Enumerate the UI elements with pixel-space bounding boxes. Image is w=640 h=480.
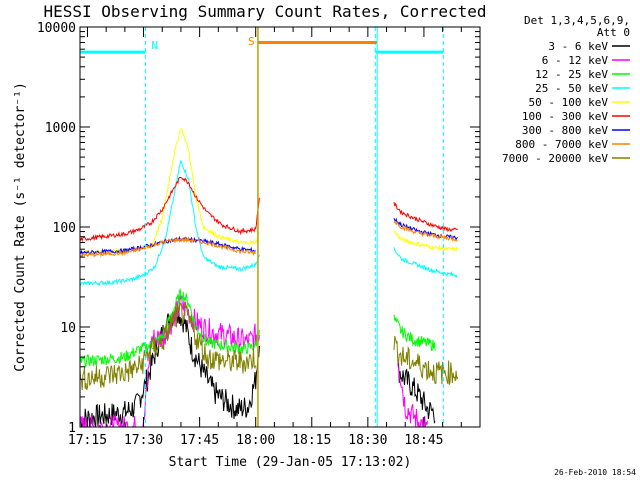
legend-entry-label: 12 - 25 keV xyxy=(535,68,608,81)
saa-label: S xyxy=(248,35,255,48)
axes-layer: 1 10 100 1000 10000 17:15 17:30 17:45 18:00 18:15… xyxy=(37,21,480,448)
y-tick-label: 1 xyxy=(68,421,76,436)
series-line-50-100-kev-segment-2 xyxy=(393,230,459,252)
x-tick-label: 17:15 xyxy=(68,433,107,448)
series-layer xyxy=(79,128,459,429)
series-line-800-7000-kev-segment-2 xyxy=(393,220,458,242)
y-tick-label: 100 xyxy=(53,221,76,236)
series-line-800-7000-kev xyxy=(79,236,257,259)
series-line-25-50-kev-segment-2 xyxy=(393,247,458,278)
legend-entry-label: 25 - 50 keV xyxy=(535,82,608,95)
series-line-100-300-kev xyxy=(79,176,260,243)
series-line-3-6-kev xyxy=(79,304,260,428)
footer-date: 26-Feb-2010 18:54 xyxy=(554,468,636,477)
y-tick-label: 10 xyxy=(60,321,76,336)
series-line-300-800-kev-segment-2 xyxy=(393,217,458,241)
series-line-50-100-kev xyxy=(79,128,260,257)
legend-entry-label: 7000 - 20000 keV xyxy=(502,152,608,165)
x-axis-label: Start Time (29-Jan-05 17:13:02) xyxy=(169,455,412,470)
legend-entry-label: 100 - 300 keV xyxy=(522,110,608,123)
series-line-3-6-kev-segment-2 xyxy=(397,361,436,424)
x-tick-label: 18:30 xyxy=(348,433,387,448)
legend-entry-label: 300 - 800 keV xyxy=(522,124,608,137)
y-tick-label: 10000 xyxy=(37,21,76,36)
legend-title-line-2: Att 0 xyxy=(597,26,630,39)
night-label: N xyxy=(151,39,158,52)
x-tick-label: 17:45 xyxy=(180,433,219,448)
legend-title-line-1: Det 1,3,4,5,6,9, xyxy=(524,14,630,27)
series-line-25-50-kev xyxy=(79,159,260,287)
x-tick-label: 17:30 xyxy=(124,433,163,448)
series-line-100-300-kev-segment-2 xyxy=(393,201,458,233)
y-tick-label: 1000 xyxy=(45,121,76,136)
y-axis-label: Corrected Count Rate (s⁻¹ detector⁻¹) xyxy=(13,82,28,372)
series-line-12-25-kev-segment-2 xyxy=(393,314,436,352)
series-line-6-12-kev-segment-2 xyxy=(397,363,429,428)
legend-entry-label: 6 - 12 keV xyxy=(542,54,609,67)
x-tick-label: 18:15 xyxy=(292,433,331,448)
legend-entry-label: 50 - 100 keV xyxy=(529,96,609,109)
x-tick-label: 18:45 xyxy=(404,433,443,448)
x-tick-label: 18:00 xyxy=(236,433,275,448)
series-line-12-25-kev xyxy=(79,288,260,369)
chart-title: HESSI Observing Summary Count Rates, Cor… xyxy=(43,2,486,21)
series-line-7000-20000-kev-segment-2 xyxy=(393,335,459,385)
legend-entry-label: 800 - 7000 keV xyxy=(515,138,608,151)
series-line-7000-20000-kev xyxy=(79,302,257,391)
legend-entry-label: 3 - 6 keV xyxy=(548,40,608,53)
